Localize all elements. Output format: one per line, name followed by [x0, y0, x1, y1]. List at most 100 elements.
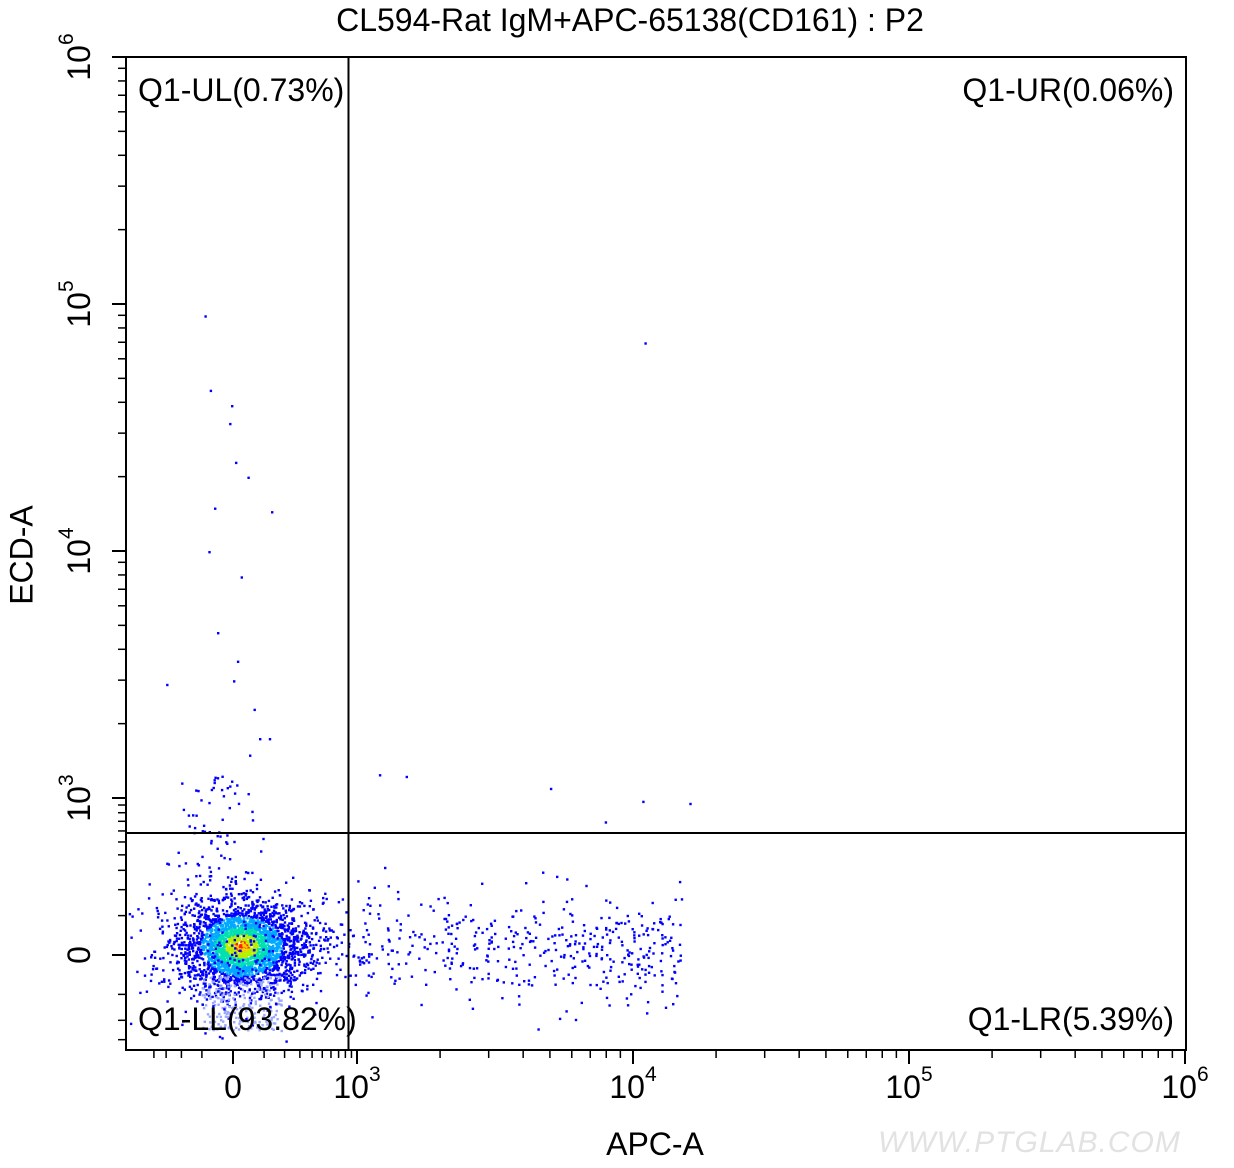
cluster-event	[271, 952, 274, 955]
cluster-event	[217, 997, 220, 1000]
tail-event	[572, 957, 575, 960]
cluster-event	[216, 967, 219, 970]
cluster-event	[261, 980, 265, 983]
cluster-event	[244, 892, 248, 896]
tail-event	[519, 947, 522, 950]
cluster-event	[192, 984, 196, 987]
cluster-event	[229, 984, 233, 987]
cluster-event	[229, 887, 232, 890]
cluster-event	[259, 997, 263, 1001]
stream-event	[231, 780, 234, 783]
cluster-event	[228, 969, 231, 972]
cluster-event	[259, 935, 263, 938]
tail-event	[599, 987, 602, 990]
cluster-event	[254, 1002, 257, 1006]
tail-event	[547, 937, 550, 941]
tail-event	[672, 1003, 675, 1006]
cluster-event	[215, 936, 219, 939]
cluster-event	[319, 947, 323, 951]
stream-event	[220, 788, 224, 792]
cluster-event	[364, 922, 367, 925]
cluster-event	[237, 893, 241, 896]
cluster-event	[250, 925, 254, 928]
cluster-event	[250, 983, 253, 986]
cluster-event	[288, 907, 291, 910]
tail-event	[518, 1003, 521, 1006]
cluster-event	[197, 932, 201, 935]
tail-event	[551, 935, 554, 938]
tail-event	[456, 947, 459, 951]
tail-event	[631, 928, 634, 931]
tail-event	[659, 917, 662, 921]
cluster-event	[232, 954, 236, 957]
cluster-event	[207, 916, 210, 919]
cluster-event	[256, 982, 259, 986]
cluster-event	[195, 892, 198, 896]
cluster-event	[283, 928, 286, 931]
cluster-event	[271, 934, 274, 938]
cluster-event	[243, 923, 246, 926]
cluster-event	[231, 946, 234, 949]
cluster-event	[236, 946, 239, 949]
cluster-event	[264, 996, 268, 999]
tail-event	[638, 963, 641, 966]
cluster-event	[235, 993, 238, 996]
x-tick-label: 104	[609, 1063, 657, 1105]
tail-event	[309, 961, 312, 964]
tail-event	[437, 897, 440, 901]
tail-event	[511, 940, 515, 944]
cluster-event	[203, 1020, 206, 1023]
cluster-event	[227, 935, 230, 938]
cluster-event	[240, 981, 243, 985]
cluster-event	[224, 1024, 227, 1027]
cluster-event	[328, 927, 331, 930]
outlier-event	[271, 511, 274, 514]
cluster-event	[246, 962, 249, 965]
cluster-event	[223, 1011, 226, 1015]
cluster-event	[207, 966, 210, 969]
cluster-event	[180, 942, 184, 945]
cluster-event	[267, 952, 271, 955]
cluster-event	[289, 944, 293, 948]
stream-event	[222, 795, 226, 798]
cluster-event	[232, 912, 236, 916]
stream-event	[233, 840, 236, 844]
cluster-event	[212, 956, 215, 959]
cluster-event	[166, 919, 169, 922]
cluster-event	[305, 962, 309, 965]
cluster-event	[268, 937, 272, 940]
tail-event	[449, 978, 452, 981]
cluster-event	[272, 968, 276, 971]
cluster-event	[289, 982, 292, 986]
stream-event	[220, 854, 223, 857]
cluster-event	[200, 940, 204, 943]
cluster-event	[207, 972, 211, 975]
cluster-event	[219, 1019, 223, 1022]
tail-event	[481, 931, 484, 934]
tail-event	[345, 911, 348, 914]
cluster-event	[280, 947, 283, 950]
cluster-event	[268, 964, 271, 968]
cluster-event	[289, 980, 292, 983]
cluster-event	[262, 987, 266, 990]
tail-event	[377, 913, 380, 916]
cluster-event	[189, 924, 192, 927]
cluster-event	[223, 951, 226, 954]
cluster-event	[248, 996, 252, 1000]
cluster-event	[223, 965, 227, 968]
tail-event	[605, 899, 608, 902]
cluster-event	[274, 964, 277, 967]
outlier-event	[644, 342, 647, 345]
cluster-event	[250, 943, 253, 946]
cluster-event	[222, 919, 226, 922]
cluster-event	[220, 960, 223, 964]
cluster-event	[214, 938, 217, 941]
cluster-event	[285, 964, 288, 967]
cluster-event	[258, 977, 261, 980]
cluster-event	[263, 959, 266, 963]
cluster-event	[335, 962, 338, 966]
tail-event	[556, 875, 559, 879]
outlier-event	[549, 787, 553, 791]
tail-event	[527, 979, 531, 982]
cluster-event	[199, 898, 203, 902]
